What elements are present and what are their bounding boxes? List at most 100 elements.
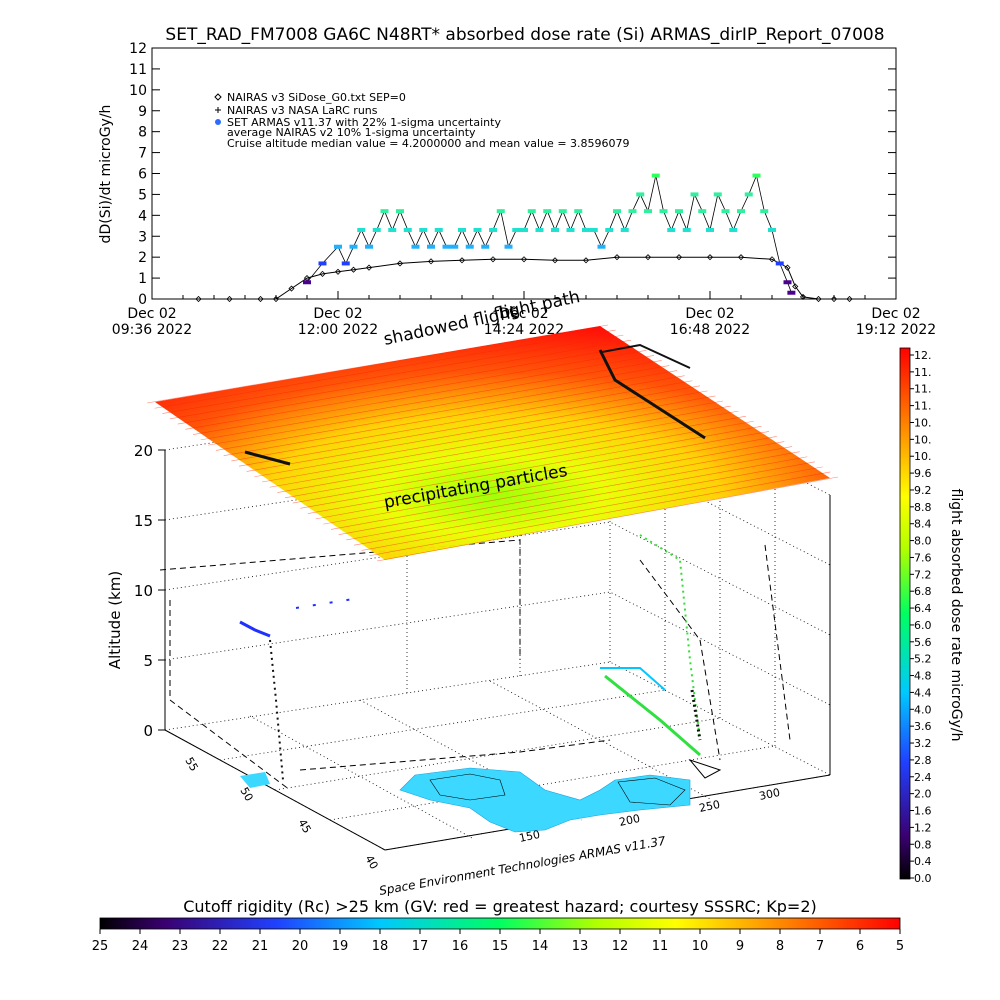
nairas-point	[846, 295, 853, 303]
colorbar-label: flight absorbed dose rate microGy/h	[948, 489, 964, 742]
colorbar-tick-label: 10.	[914, 433, 932, 446]
mesh-line	[169, 339, 632, 420]
y-tick-label: 6	[138, 167, 147, 183]
y-tick-label: 200	[618, 812, 641, 829]
y-tick-label: 8	[138, 125, 147, 141]
diamond-icon	[214, 93, 222, 101]
colorbar-tick-label: 8.8	[914, 501, 932, 514]
y-tick-label: 5	[138, 187, 147, 203]
mesh-line	[323, 441, 785, 525]
track-segment	[295, 597, 361, 609]
mesh-line	[246, 390, 708, 472]
colorbar-tick-label: 16	[452, 939, 469, 954]
z-tick-label: 5	[143, 652, 153, 670]
nairas-point	[582, 257, 590, 264]
nairas-line	[198, 256, 850, 300]
nairas-point	[458, 257, 466, 264]
mesh-line	[353, 461, 816, 546]
nairas-point	[319, 270, 326, 277]
flight-track	[239, 343, 706, 781]
nairas-point	[334, 268, 342, 275]
colorbar-tick-label: 10	[692, 939, 709, 954]
colorbar-tick-label: 0.4	[914, 855, 932, 868]
mesh-line	[254, 395, 716, 478]
colorbar-tick-label: 5.6	[914, 636, 932, 649]
colorbar-tick-label: 21	[252, 939, 269, 954]
dot-icon	[215, 119, 221, 125]
colorbar-tick-label: 1.2	[914, 821, 932, 834]
track-segment	[600, 667, 666, 691]
nairas-point	[613, 254, 621, 261]
y-tick-label: 1	[138, 271, 147, 287]
right-colorbar: 12. 11. 11. 11. 10. 10. 10. 9.6 9.2 8.8 8.4 8.0 7.6 7…	[899, 347, 964, 885]
colorbar-gradient	[99, 917, 901, 930]
y-tick-label: 7	[138, 146, 147, 162]
colorbar-tick-label: 17	[412, 939, 429, 954]
mesh-line	[192, 355, 655, 435]
colorbar-tick-label: 4.8	[914, 670, 932, 683]
landmass	[240, 772, 270, 788]
x-tick-label: 16:48 2022	[670, 322, 750, 338]
z-tick-label: 10	[134, 582, 153, 600]
nairas-point	[792, 283, 799, 290]
altitude-3d-plot: 0 5 10 15 20 Altitude (km) 40 45 50 55 150 200 25…	[106, 287, 839, 898]
colorbar-tick-label: 11.	[914, 383, 932, 396]
state-borders	[429, 773, 506, 801]
track-segment	[690, 689, 702, 741]
colorbar-tick-label: 2.8	[914, 754, 932, 767]
z-tick-label: 15	[134, 512, 153, 530]
colorbar-tick-label: 2.4	[914, 771, 932, 784]
mesh-line	[208, 365, 670, 446]
nairas-point	[427, 258, 435, 265]
colorbar-tick-label: 0.8	[914, 838, 932, 851]
nairas-point	[272, 295, 280, 303]
track-segment	[239, 620, 271, 638]
colorbar-gradient	[899, 347, 911, 880]
nairas-point	[489, 256, 497, 263]
legend-label: SET ARMAS v11.37 with 22% 1-sigma uncert…	[227, 116, 501, 129]
colorbar-tick-label: 7.2	[914, 568, 932, 581]
mesh-line	[361, 466, 823, 551]
colorbar-tick-label: 6.0	[914, 619, 932, 632]
legend: NAIRAS v3 SiDose_G0.txt SEP=0 NAIRAS v3 …	[214, 91, 630, 150]
nairas-point	[737, 254, 745, 261]
mesh-line	[369, 471, 831, 557]
x-tick-label: Dec 02	[313, 306, 362, 322]
legend-label: average NAIRAS v2 10% 1-sigma uncertaint…	[227, 126, 476, 139]
x-tick-label: Dec 02	[127, 306, 176, 322]
colorbar-tick-label: 20	[292, 939, 309, 954]
colorbar-tick-label: 2.0	[914, 788, 932, 801]
mesh-line	[146, 324, 609, 404]
y-tick-label: 300	[758, 786, 781, 803]
nairas-point	[830, 295, 838, 303]
mesh-line	[277, 410, 739, 493]
x-tick-label: 14:24 2022	[484, 322, 564, 338]
projection-marker	[688, 758, 722, 779]
track-segment	[598, 349, 706, 440]
colorbar-tick-label: 25	[92, 939, 109, 954]
legend-item-larc: NAIRAS v3 NASA LaRC runs	[215, 104, 378, 117]
nairas-point	[350, 266, 357, 273]
y-tick-label: 12	[129, 41, 147, 57]
mesh-line	[269, 405, 731, 488]
nairas-point	[226, 295, 233, 303]
mesh-line	[231, 380, 693, 462]
nairas-point	[644, 254, 652, 261]
annotation-shadowed: shadowed flight	[382, 302, 519, 350]
nairas-point	[396, 260, 404, 267]
colorbar-label: Cutoff rigidity (Rc) >25 km (GV: red = g…	[183, 897, 817, 916]
y-axis-label: dD(Si)/dt microGy/h	[98, 105, 114, 244]
colorbar-tick-label: 5	[896, 939, 904, 954]
mesh-line	[200, 360, 662, 441]
x-tick-label: 12:00 2022	[298, 322, 378, 338]
legend-label: NAIRAS v3 NASA LaRC runs	[227, 104, 378, 117]
colorbar-tick-label: 6.4	[914, 602, 932, 615]
nairas-point	[365, 264, 373, 271]
mesh-line	[162, 334, 624, 414]
z-tick-label: 0	[143, 722, 153, 740]
colorbar-tick-label: 23	[172, 939, 189, 954]
mesh-line	[154, 329, 616, 409]
